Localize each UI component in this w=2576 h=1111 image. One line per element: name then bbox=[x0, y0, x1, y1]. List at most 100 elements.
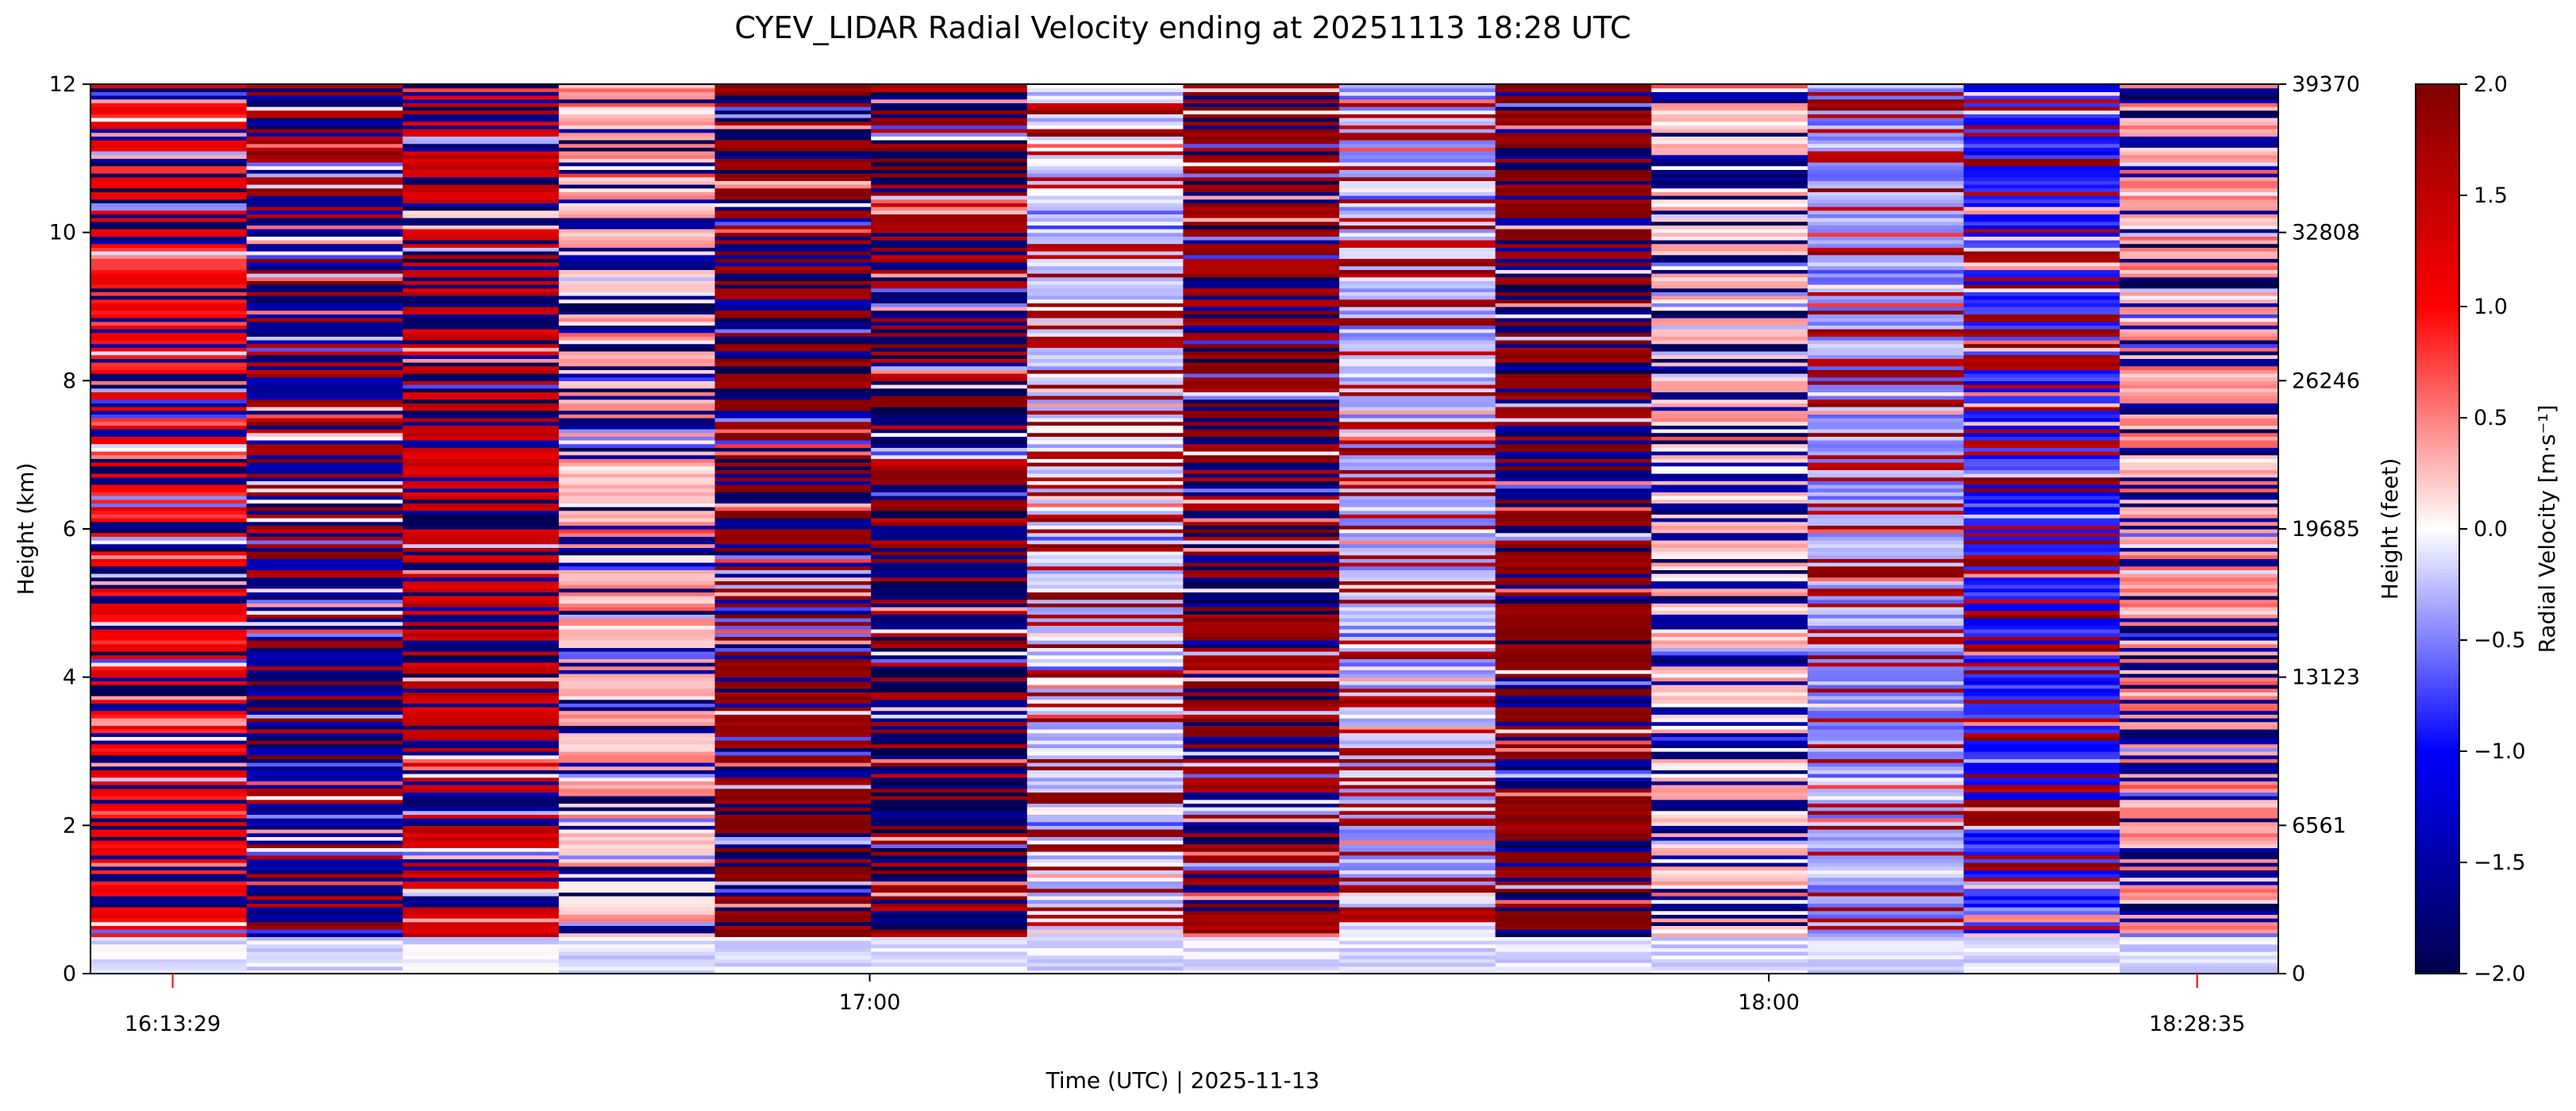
velocity-cell bbox=[1183, 254, 1340, 259]
velocity-cell bbox=[246, 770, 403, 774]
velocity-cell bbox=[1651, 218, 1808, 222]
velocity-cell bbox=[1026, 810, 1184, 815]
velocity-cell bbox=[1651, 599, 1808, 604]
velocity-cell bbox=[2120, 788, 2278, 793]
velocity-cell bbox=[871, 154, 1028, 159]
velocity-cell bbox=[402, 821, 560, 826]
velocity-cell bbox=[2120, 618, 2278, 623]
velocity-cell bbox=[1339, 681, 1496, 685]
velocity-cell bbox=[1026, 577, 1184, 581]
velocity-cell bbox=[1495, 603, 1652, 608]
velocity-cell bbox=[1963, 599, 2120, 604]
velocity-cell bbox=[2120, 462, 2278, 467]
velocity-cell bbox=[871, 777, 1028, 781]
velocity-cell bbox=[1963, 751, 2120, 756]
velocity-cell bbox=[714, 373, 872, 378]
velocity-cell bbox=[246, 376, 403, 381]
velocity-cell bbox=[1183, 114, 1340, 118]
velocity-cell bbox=[1651, 184, 1808, 189]
velocity-cell bbox=[871, 959, 1028, 963]
velocity-cell bbox=[1026, 665, 1184, 670]
velocity-cell bbox=[1026, 98, 1184, 103]
velocity-cell bbox=[1495, 129, 1652, 133]
velocity-cell bbox=[1495, 677, 1652, 681]
velocity-cell bbox=[1026, 754, 1184, 759]
velocity-cell bbox=[246, 140, 403, 145]
velocity-cell bbox=[1651, 673, 1808, 678]
velocity-cell bbox=[1495, 829, 1652, 834]
velocity-cell bbox=[402, 629, 560, 634]
velocity-cell bbox=[90, 132, 248, 137]
velocity-cell bbox=[1808, 636, 1965, 641]
velocity-cell bbox=[1495, 476, 1652, 481]
velocity-cell bbox=[558, 966, 716, 970]
velocity-cell bbox=[714, 588, 872, 592]
velocity-cell bbox=[871, 751, 1028, 756]
velocity-cell bbox=[90, 770, 248, 774]
velocity-cell bbox=[1963, 447, 2120, 452]
velocity-cell bbox=[558, 447, 716, 452]
velocity-cell bbox=[1339, 825, 1496, 830]
velocity-cell bbox=[90, 351, 248, 356]
velocity-cell bbox=[1651, 959, 1808, 963]
velocity-cell bbox=[558, 318, 716, 322]
velocity-cell bbox=[2120, 551, 2278, 556]
velocity-cell bbox=[1339, 703, 1496, 708]
velocity-cell bbox=[2120, 721, 2278, 726]
velocity-cell bbox=[1495, 647, 1652, 652]
velocity-cell bbox=[2120, 425, 2278, 430]
velocity-cell bbox=[1026, 647, 1184, 652]
velocity-cell bbox=[246, 658, 403, 663]
velocity-cell bbox=[871, 903, 1028, 908]
velocity-cell bbox=[714, 173, 872, 178]
velocity-cell bbox=[2120, 151, 2278, 156]
velocity-cell bbox=[402, 654, 560, 659]
velocity-cell bbox=[1026, 247, 1184, 252]
velocity-cell bbox=[1808, 562, 1965, 567]
velocity-cell bbox=[1339, 714, 1496, 719]
velocity-cell bbox=[1026, 803, 1184, 808]
velocity-cell bbox=[714, 699, 872, 704]
velocity-cell bbox=[1183, 318, 1340, 322]
velocity-cell bbox=[246, 392, 403, 396]
velocity-cell bbox=[871, 540, 1028, 545]
velocity-cell bbox=[1026, 551, 1184, 556]
velocity-cell bbox=[871, 796, 1028, 800]
velocity-cell bbox=[1183, 692, 1340, 696]
velocity-cell bbox=[1339, 777, 1496, 781]
velocity-cell bbox=[714, 151, 872, 156]
velocity-cell bbox=[1339, 807, 1496, 812]
velocity-cell bbox=[1339, 803, 1496, 808]
velocity-cell bbox=[1651, 955, 1808, 959]
colorbar-tick-label: 2.0 bbox=[2474, 72, 2508, 97]
velocity-cell bbox=[1651, 710, 1808, 715]
velocity-cell bbox=[714, 214, 872, 218]
velocity-cell bbox=[1808, 696, 1965, 700]
velocity-cell bbox=[1183, 492, 1340, 496]
velocity-cell bbox=[1963, 607, 2120, 611]
velocity-cell bbox=[90, 932, 248, 937]
velocity-cell bbox=[402, 329, 560, 334]
velocity-cell bbox=[1183, 118, 1340, 122]
velocity-cell bbox=[1651, 573, 1808, 578]
velocity-cell bbox=[558, 87, 716, 92]
velocity-cell bbox=[1651, 740, 1808, 745]
velocity-cell bbox=[1183, 462, 1340, 467]
velocity-cell bbox=[1963, 551, 2120, 556]
velocity-cell bbox=[1495, 265, 1652, 270]
velocity-cell bbox=[1026, 410, 1184, 415]
velocity-cell bbox=[1963, 465, 2120, 470]
velocity-cell bbox=[1026, 225, 1184, 230]
velocity-cell bbox=[90, 140, 248, 145]
velocity-cell bbox=[1495, 696, 1652, 700]
velocity-cell bbox=[2120, 565, 2278, 570]
velocity-cell bbox=[558, 384, 716, 389]
velocity-cell bbox=[714, 184, 872, 189]
velocity-cell bbox=[246, 340, 403, 345]
velocity-cell bbox=[1026, 351, 1184, 356]
velocity-cell bbox=[1651, 721, 1808, 726]
velocity-cell bbox=[1808, 629, 1965, 634]
velocity-cell bbox=[1963, 773, 2120, 778]
velocity-cell bbox=[1651, 121, 1808, 125]
velocity-cell bbox=[90, 658, 248, 663]
